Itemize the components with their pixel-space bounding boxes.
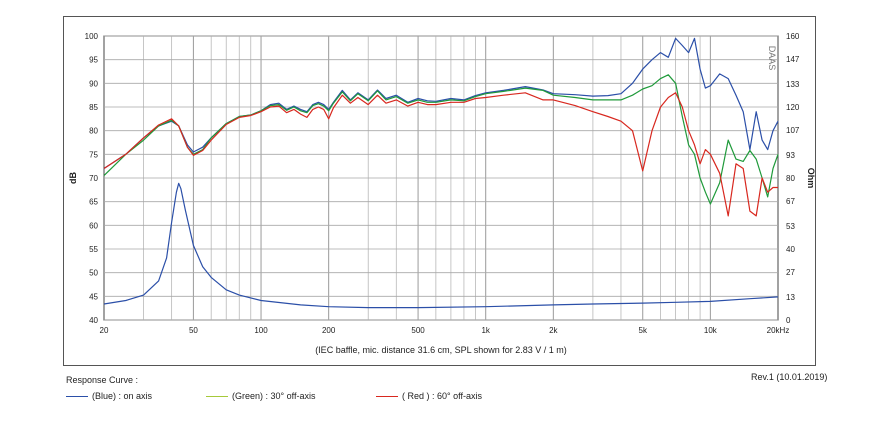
- y-tick-label: 95: [89, 56, 98, 65]
- y-tick-label: 80: [89, 127, 98, 136]
- x-tick-label: 50: [189, 326, 198, 335]
- y-tick-label: 85: [89, 103, 98, 112]
- x-tick-label: 20: [100, 326, 109, 335]
- series-line-impedance: [103, 182, 779, 309]
- y2-tick-label: 107: [786, 126, 800, 135]
- y2-tick-label: 160: [786, 32, 800, 41]
- x-tick-label: 5k: [639, 326, 648, 335]
- y2-tick-label: 120: [786, 103, 800, 112]
- y-axis-title: dB: [68, 172, 78, 184]
- y-tick-label: 75: [89, 150, 98, 159]
- legend-swatch-red: [376, 395, 398, 397]
- legend-item-green: (Green) : 30° off-axis: [206, 391, 315, 401]
- x-tick-label: 10k: [704, 326, 718, 335]
- y2-tick-label: 147: [786, 55, 800, 64]
- y2-tick-label: 0: [786, 316, 791, 325]
- x-tick-label: 200: [322, 326, 336, 335]
- series-line-green: [103, 74, 779, 205]
- y-tick-label: 100: [85, 32, 99, 41]
- y-tick-label: 90: [89, 79, 98, 88]
- x-tick-label: 2k: [549, 326, 558, 335]
- x-tick-label: 1k: [481, 326, 490, 335]
- y-tick-label: 45: [89, 292, 98, 301]
- x-tick-label: 500: [411, 326, 425, 335]
- y2-tick-label: 93: [786, 151, 795, 160]
- y2-tick-label: 40: [786, 245, 795, 254]
- chart-caption: (IEC baffle, mic. distance 31.6 cm, SPL …: [315, 345, 567, 355]
- y2-tick-label: 80: [786, 174, 795, 183]
- y2-tick-label: 53: [786, 222, 795, 231]
- frequency-response-chart: 40 45 50 55 60 65 70 75 80 85 90 95 100 0 13 27 40 53 67 80…: [68, 32, 815, 355]
- y-tick-label: 55: [89, 245, 98, 254]
- y-tick-label: 65: [89, 198, 98, 207]
- y2-tick-label: 13: [786, 293, 795, 302]
- x-tick-label: 100: [254, 326, 268, 335]
- y-tick-label: 60: [89, 221, 98, 230]
- response-curve-title: Response Curve :: [66, 375, 139, 385]
- y-tick-label: 40: [89, 316, 98, 325]
- watermark-text: DAAS: [767, 46, 777, 71]
- y2-tick-label: 67: [786, 197, 795, 206]
- y2-tick-label: 27: [786, 268, 795, 277]
- legend-label-red: ( Red ) : 60° off-axis: [402, 391, 482, 401]
- y-tick-label: 70: [89, 174, 98, 183]
- y-tick-label: 50: [89, 269, 98, 278]
- legend-label-green: (Green) : 30° off-axis: [232, 391, 316, 401]
- series-line-red: [103, 92, 778, 217]
- legend-swatch-blue: [66, 395, 88, 397]
- revision-label: Rev.1 (10.01.2019): [751, 372, 828, 382]
- legend-item-blue: (Blue) : on axis: [66, 391, 152, 401]
- y2-tick-label: 133: [786, 80, 800, 89]
- legend-item-red: ( Red ) : 60° off-axis: [376, 391, 482, 401]
- y2-axis-title: Ohm: [806, 168, 815, 189]
- x-tick-label: 20kHz: [767, 326, 790, 335]
- legend-swatch-green: [206, 395, 228, 397]
- chart-frame: 40 45 50 55 60 65 70 75 80 85 90 95 100 0 13 27 40 53 67 80…: [63, 16, 816, 366]
- legend-label-blue: (Blue) : on axis: [92, 391, 153, 401]
